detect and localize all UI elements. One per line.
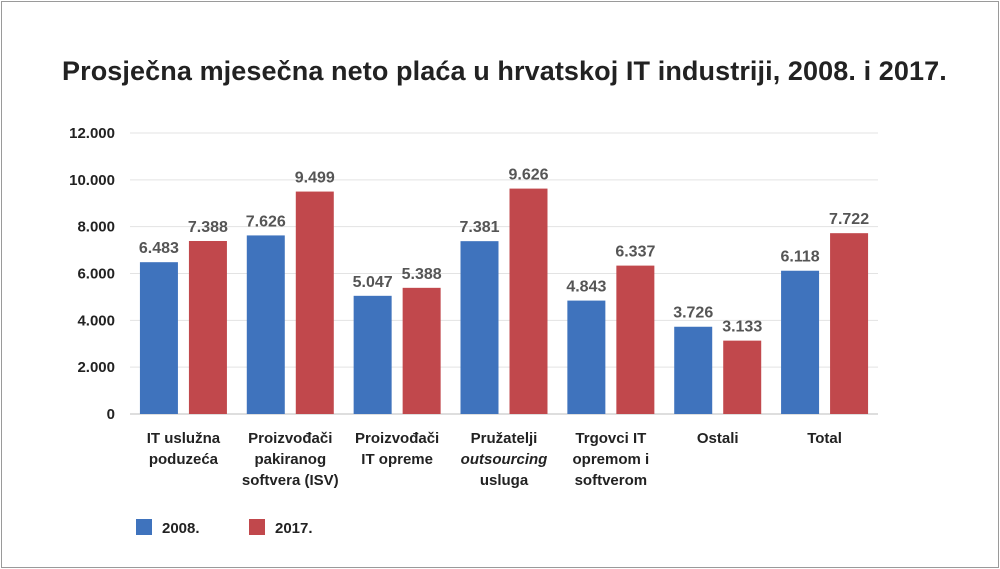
data-label: 6.118 (780, 249, 819, 266)
x-category-label: usluga (480, 472, 529, 489)
data-label: 6.483 (139, 240, 179, 257)
data-label: 9.626 (508, 167, 548, 184)
bar-2008 (353, 295, 392, 414)
x-category-label: IT uslužna (147, 430, 221, 447)
y-tick-label: 8.000 (77, 219, 115, 236)
data-label: 5.047 (353, 274, 393, 291)
bar-2008 (674, 326, 713, 414)
y-tick-label: 4.000 (77, 312, 115, 329)
x-category-label: opremom i (573, 451, 650, 468)
data-label: 7.388 (188, 219, 228, 236)
y-tick-label: 6.000 (77, 266, 115, 283)
chart-title: Prosječna mjesečna neto plaća u hrvatsko… (62, 56, 947, 86)
data-label: 7.722 (829, 211, 869, 228)
x-category-label: Proizvođači (355, 430, 439, 447)
x-category-label: Pružatelji (471, 430, 538, 447)
data-label: 4.843 (566, 279, 606, 296)
x-category-label: Proizvođači (248, 430, 332, 447)
data-label: 6.337 (615, 244, 655, 261)
y-tick-label: 2.000 (77, 359, 115, 376)
bar-2008 (246, 235, 285, 414)
x-category-label: softverom (575, 472, 648, 489)
x-category-label: poduzeća (149, 451, 219, 468)
y-tick-label: 12.000 (69, 125, 115, 142)
data-label: 9.499 (295, 170, 335, 187)
bar-2017 (723, 340, 762, 414)
data-label: 5.388 (402, 266, 442, 283)
legend-label: 2017. (275, 520, 313, 537)
legend-swatch-2008 (136, 519, 152, 535)
legend-label: 2008. (162, 520, 200, 537)
bar-2017 (402, 287, 441, 414)
data-label: 3.726 (673, 305, 713, 322)
x-category-label: Ostali (697, 430, 739, 447)
data-label: 3.133 (722, 319, 762, 336)
y-tick-label: 10.000 (69, 172, 115, 189)
data-label: 7.381 (459, 219, 499, 236)
x-category-label: Total (807, 430, 842, 447)
bar-2008 (139, 262, 178, 414)
y-tick-label: 0 (107, 406, 115, 423)
legend-swatch-2017 (249, 519, 265, 535)
bar-2017 (188, 240, 227, 414)
bar-2017 (830, 233, 869, 414)
x-category-label: pakiranog (254, 451, 326, 468)
bar-2008 (567, 300, 606, 414)
bar-2008 (460, 241, 499, 414)
bar-2017 (616, 265, 655, 414)
bar-2017 (295, 191, 334, 414)
x-category-label: outsourcing (461, 451, 548, 468)
bar-2008 (781, 270, 820, 414)
data-label: 7.626 (246, 213, 286, 230)
x-category-label: Trgovci IT (575, 430, 646, 447)
x-category-label: softvera (ISV) (242, 472, 339, 489)
bar-2017 (509, 188, 548, 414)
x-category-label: IT opreme (361, 451, 433, 468)
